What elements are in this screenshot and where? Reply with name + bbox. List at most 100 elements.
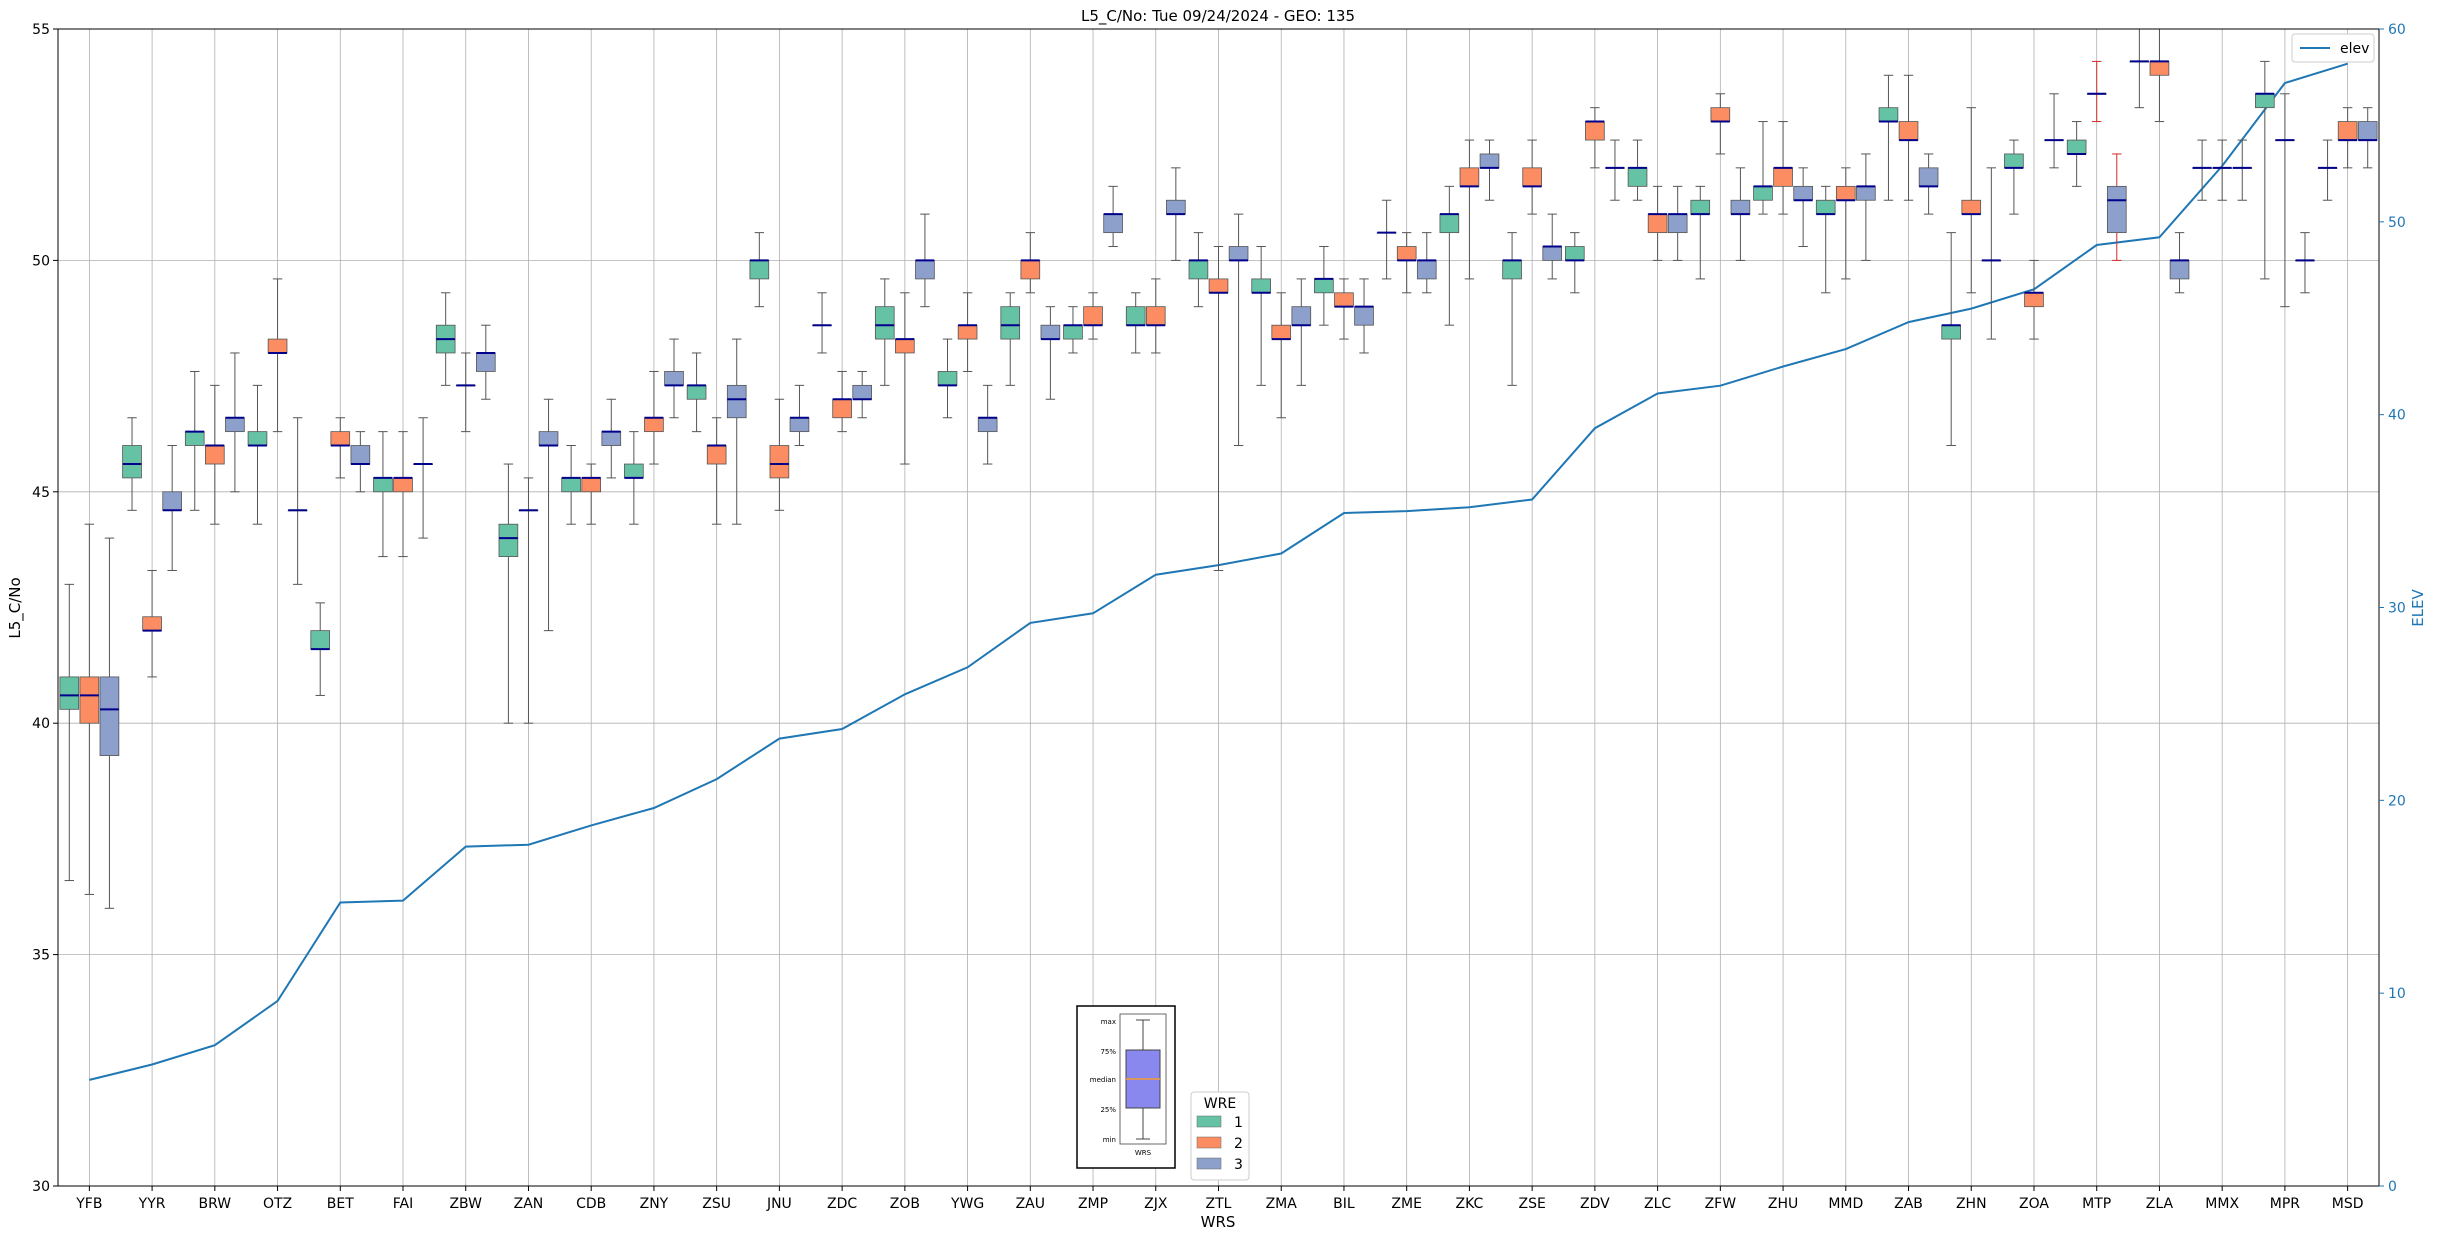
- box: [1710, 107, 1731, 122]
- box: [1166, 199, 1186, 215]
- boxplot-BET-wre3: [350, 431, 371, 493]
- box: [1459, 167, 1480, 187]
- boxplot-ZFW-wre2: [1710, 93, 1731, 155]
- box: [1502, 259, 1522, 280]
- box: [393, 477, 413, 493]
- box: [2255, 93, 2275, 109]
- box: [1564, 246, 1585, 261]
- inset-label-25: 25%: [1100, 1106, 1116, 1114]
- boxplot-ZTL-wre2: [1208, 246, 1229, 571]
- boxplot-JNU-wre2: [769, 398, 790, 511]
- box: [225, 417, 245, 433]
- box: [1918, 167, 1939, 187]
- boxplot-ZME-wre1: [1376, 199, 1397, 280]
- y-right-tick-label: 30: [2388, 601, 2406, 617]
- x-tick-label: MTP: [2082, 1196, 2111, 1212]
- boxplot-ZBW-wre1: [435, 292, 456, 386]
- boxplot-JNU-wre3: [789, 384, 810, 447]
- box: [1439, 213, 1460, 234]
- boxplot-YWG-wre3: [977, 384, 998, 465]
- boxplot-FAI-wre2: [393, 431, 413, 558]
- boxplot-MSD-wre1: [2317, 139, 2338, 201]
- x-tick-label: ZLC: [1644, 1196, 1671, 1212]
- box: [789, 417, 810, 433]
- boxplot-ZDC-wre1: [812, 292, 832, 354]
- boxplot-ZAU-wre1: [1000, 292, 1021, 386]
- y-tick-label: 30: [32, 1179, 50, 1195]
- box: [1314, 278, 1334, 294]
- box: [852, 384, 873, 400]
- x-tick-label: OTZ: [263, 1196, 292, 1212]
- boxplot-ZAU-wre2: [1020, 232, 1041, 294]
- x-tick-label: JNU: [766, 1196, 792, 1212]
- box: [1125, 306, 1146, 326]
- boxplot-ZSU-wre3: [726, 338, 747, 525]
- boxplot-ZSE-wre2: [1522, 139, 1542, 215]
- x-tick-label: ZDC: [827, 1196, 857, 1212]
- x-tick-label: BIL: [1333, 1196, 1355, 1212]
- boxplot-ZHU-wre3: [1793, 167, 1813, 248]
- boxplot-CDB-wre2: [581, 463, 602, 525]
- box: [99, 676, 120, 756]
- boxplot-MPR-wre2: [2275, 93, 2295, 308]
- box: [1063, 324, 1083, 340]
- boxplot-ZAN-wre1: [498, 463, 519, 724]
- box: [1020, 259, 1041, 280]
- x-tick-label: ZFW: [1705, 1196, 1737, 1212]
- boxplot-YYR-wre1: [122, 417, 142, 511]
- wre-legend-swatch-3: [1196, 1157, 1222, 1170]
- boxplot-CDB-wre3: [601, 398, 622, 479]
- box: [1103, 213, 1123, 234]
- boxplot-BIL-wre1: [1314, 246, 1334, 326]
- box: [1040, 324, 1061, 340]
- elev-legend: elev: [2291, 33, 2375, 63]
- box: [1878, 107, 1899, 122]
- box: [686, 384, 707, 400]
- box: [644, 417, 664, 433]
- box: [977, 417, 998, 433]
- box: [832, 398, 852, 419]
- x-tick-label: MMX: [2205, 1196, 2239, 1212]
- boxplot-ZSE-wre1: [1502, 232, 1522, 386]
- x-tick-label: ZLA: [2146, 1196, 2174, 1212]
- y-tick-label: 50: [32, 253, 50, 269]
- boxplot-FAI-wre1: [373, 431, 393, 558]
- x-tick-label: YYR: [138, 1196, 166, 1212]
- box: [1835, 185, 1856, 201]
- boxplot-ZLA-wre2: [2149, 28, 2170, 123]
- elev-legend-frame: [2291, 33, 2375, 63]
- boxplot-MMX-wre1: [2192, 139, 2212, 201]
- box: [1815, 199, 1836, 215]
- x-tick-label: FAI: [393, 1196, 413, 1212]
- box: [1753, 185, 1773, 201]
- box: [1856, 185, 1876, 201]
- y-tick-label: 40: [32, 716, 50, 732]
- boxplot-ZMA-wre1: [1251, 246, 1271, 386]
- box: [1585, 121, 1605, 141]
- boxplot-JNU-wre1: [749, 232, 770, 308]
- box: [350, 445, 371, 465]
- box: [726, 384, 747, 419]
- boxplot-ZOA-wre3: [2044, 93, 2064, 169]
- box: [122, 445, 142, 479]
- box: [184, 431, 205, 446]
- x-tick-label: YFB: [75, 1196, 102, 1212]
- box: [2149, 60, 2170, 76]
- boxplot-BET-wre1: [310, 602, 331, 696]
- boxplot-key-inset: max 75% median 25% min WRS: [1076, 1005, 1176, 1169]
- boxplot-BIL-wre3: [1354, 278, 1374, 354]
- boxplot-ZMA-wre2: [1271, 292, 1292, 419]
- boxplot-ZAB-wre3: [1918, 153, 1939, 215]
- boxplot-ZHN-wre3: [1981, 167, 2002, 340]
- box: [937, 371, 958, 386]
- box: [769, 445, 790, 479]
- box: [1522, 167, 1542, 187]
- x-tick-label: ZDV: [1580, 1196, 1610, 1212]
- boxplot-MMD-wre2: [1835, 167, 1856, 280]
- box: [498, 523, 519, 557]
- boxplot-ZNY-wre1: [624, 431, 644, 525]
- box: [749, 259, 770, 280]
- box: [2357, 121, 2378, 141]
- x-tick-label: ZHU: [1768, 1196, 1798, 1212]
- boxplot-BET-wre2: [330, 417, 351, 479]
